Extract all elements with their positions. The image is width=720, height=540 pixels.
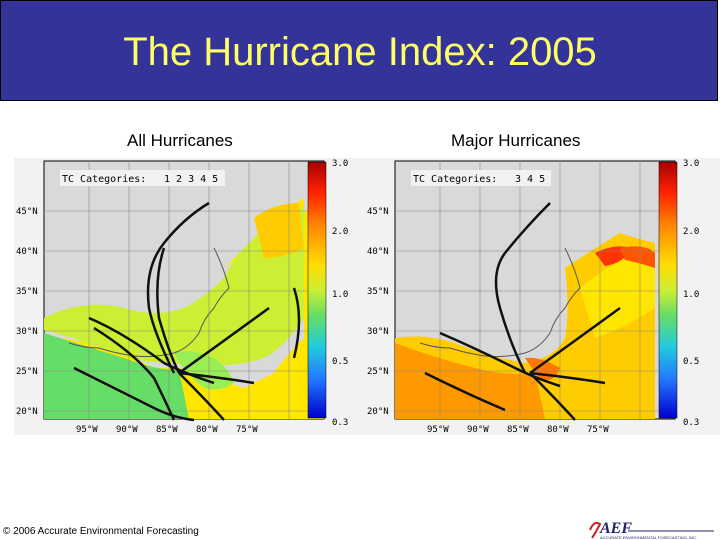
colorbar-label: 1.0 (332, 290, 348, 300)
lat-label: 35°N (16, 287, 38, 297)
lat-label: 40°N (16, 247, 38, 257)
lat-label: 40°N (367, 247, 389, 257)
logo-text: AEF (599, 520, 632, 537)
lon-label: 80°W (196, 425, 218, 435)
lat-label: 30°N (16, 327, 38, 337)
lat-label: 20°N (16, 407, 38, 417)
lon-label: 75°W (587, 425, 609, 435)
lat-label: 45°N (16, 207, 38, 217)
title-bar (0, 0, 718, 101)
legend-categories: 3 4 5 (515, 174, 545, 185)
lat-label: 20°N (367, 407, 389, 417)
map-all-hurricanes: TC Categories: 1 2 3 4 5 45°N 40°N 35°N … (14, 158, 369, 435)
lon-label: 90°W (467, 425, 489, 435)
colorbar-label: 2.0 (332, 227, 348, 237)
lat-label: 35°N (367, 287, 389, 297)
slide-title: The Hurricane Index: 2005 (123, 30, 597, 74)
lon-label: 75°W (236, 425, 258, 435)
colorbar-label: 0.3 (683, 418, 699, 428)
lat-label: 45°N (367, 207, 389, 217)
legend-categories: 1 2 3 4 5 (164, 174, 218, 185)
caption-major-hurricanes: Major Hurricanes (451, 131, 581, 150)
lon-label: 90°W (116, 425, 138, 435)
lat-label: 25°N (16, 367, 38, 377)
legend-title: TC Categories: (413, 174, 497, 185)
colorbar-label: 0.3 (332, 418, 348, 428)
colorbar-label: 3.0 (332, 159, 348, 169)
lat-label: 25°N (367, 367, 389, 377)
copyright-footer: © 2006 Accurate Environmental Forecastin… (3, 526, 199, 537)
lon-label: 85°W (156, 425, 178, 435)
lon-label: 80°W (547, 425, 569, 435)
lon-label: 95°W (427, 425, 449, 435)
lon-label: 85°W (507, 425, 529, 435)
lon-label: 95°W (76, 425, 98, 435)
colorbar-label: 2.0 (683, 227, 699, 237)
colorbar-label: 0.5 (683, 357, 699, 367)
caption-all-hurricanes: All Hurricanes (127, 131, 233, 150)
colorbar-label: 1.0 (683, 290, 699, 300)
logo-subtext: ACCURATE ENVIRONMENTAL FORECASTING, INC. (600, 535, 697, 540)
legend-title: TC Categories: (62, 174, 146, 185)
map-major-hurricanes: TC Categories: 3 4 5 45°N 40°N 35°N 30°N… (365, 158, 720, 435)
colorbar-label: 0.5 (332, 357, 348, 367)
lat-label: 30°N (367, 327, 389, 337)
colorbar-label: 3.0 (683, 159, 699, 169)
aef-logo: AEF ACCURATE ENVIRONMENTAL FORECASTING, … (589, 520, 714, 540)
